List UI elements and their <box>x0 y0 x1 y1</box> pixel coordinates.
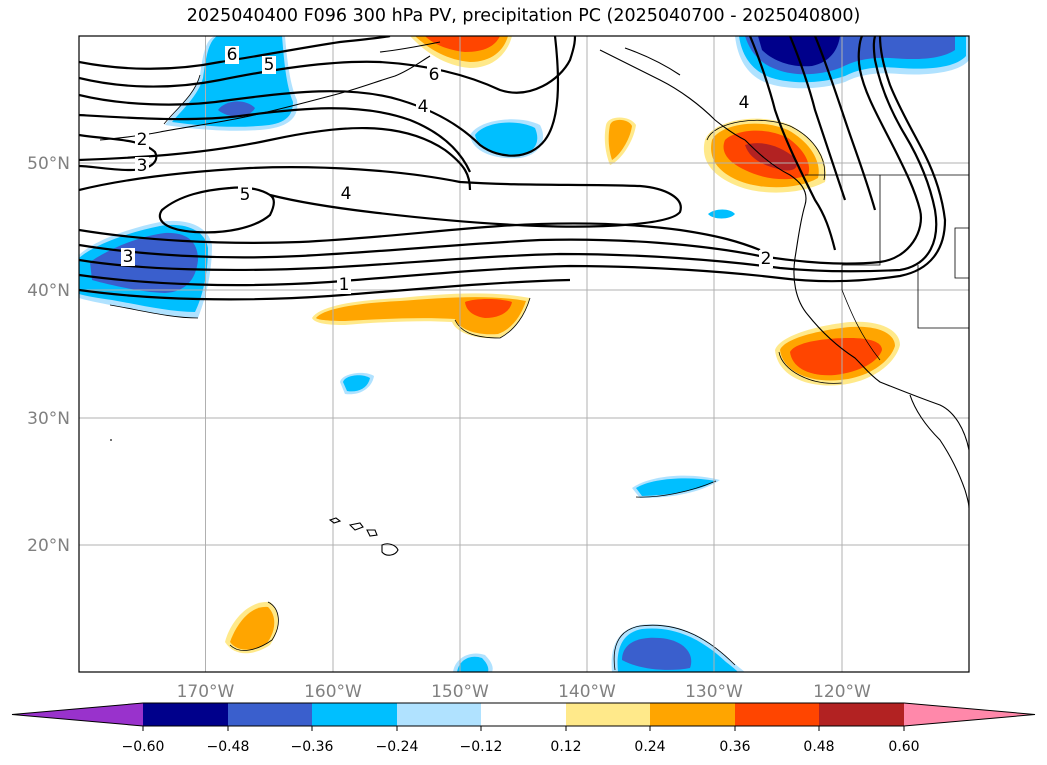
colorbar-tick-label: −0.24 <box>376 739 419 755</box>
pv-label: 4 <box>341 184 352 204</box>
colorbar-tick-label: 0.36 <box>719 739 750 755</box>
lat-label: 40°N <box>27 281 70 301</box>
political-borders <box>805 174 969 361</box>
pv-label: 3 <box>123 247 134 267</box>
colorbar-segment <box>312 703 397 726</box>
pv-label: 5 <box>240 185 251 205</box>
colorbar-tick-labels: −0.60 −0.48 −0.36 −0.24 −0.12 0.12 0.24 … <box>122 739 920 755</box>
colorbar-tick-label: 0.48 <box>803 739 834 755</box>
lon-label: 170°W <box>177 682 235 702</box>
longitude-labels: 170°W 160°W 150°W 140°W 130°W 120°W <box>177 682 871 702</box>
pv-label: 4 <box>418 97 429 117</box>
pv-contour-labels: 6 5 6 4 2 3 5 4 3 1 2 4 <box>121 45 773 295</box>
colorbar-segment <box>819 703 904 726</box>
lon-label: 120°W <box>813 682 871 702</box>
colorbar-tick-label: −0.60 <box>122 739 165 755</box>
pv-label: 1 <box>339 275 350 295</box>
lat-label: 20°N <box>27 536 70 556</box>
colorbar-segment <box>650 703 735 726</box>
precip-contour-edges <box>109 74 843 671</box>
coastlines <box>99 41 969 556</box>
pv-label: 2 <box>761 249 772 269</box>
colorbar-ticks <box>142 726 905 731</box>
colorbar-segment <box>566 703 650 726</box>
map-frame <box>78 35 970 673</box>
colorbar-segment <box>143 703 228 726</box>
lon-label: 160°W <box>304 682 362 702</box>
lat-label: 30°N <box>27 409 70 429</box>
colorbar-segment <box>228 703 312 726</box>
pv-label: 4 <box>739 93 750 113</box>
map-gridlines <box>79 36 969 672</box>
precip-positive-anomalies <box>225 36 900 654</box>
colorbar-tick-label: 0.60 <box>888 739 919 755</box>
colorbar-segment <box>397 703 481 726</box>
map-content: 6 5 6 4 2 3 5 4 3 1 2 4 <box>79 36 969 672</box>
colorbar-tick-label: −0.12 <box>460 739 503 755</box>
lat-label: 50°N <box>27 154 70 174</box>
pv-label: 6 <box>227 45 238 65</box>
colorbar-segment <box>735 703 819 726</box>
lon-label: 150°W <box>431 682 489 702</box>
colorbar-tick-label: 0.12 <box>550 739 581 755</box>
pv-label: 3 <box>137 156 148 176</box>
map-title: 2025040400 F096 300 hPa PV, precipitatio… <box>186 6 861 26</box>
lon-label: 130°W <box>685 682 743 702</box>
pv-label: 5 <box>264 55 275 75</box>
colorbar-extend-max <box>904 703 1035 726</box>
pv-label: 6 <box>429 65 440 85</box>
colorbar-segment <box>481 703 566 726</box>
pv-contours <box>79 36 947 301</box>
latitude-labels: 50°N 40°N 30°N 20°N <box>27 154 70 556</box>
colorbar-tick-label: −0.36 <box>291 739 334 755</box>
colorbar: −0.60 −0.48 −0.36 −0.24 −0.12 0.12 0.24 … <box>11 702 1036 755</box>
colorbar-extend-min <box>12 703 143 726</box>
lon-label: 140°W <box>558 682 616 702</box>
colorbar-tick-label: −0.48 <box>207 739 250 755</box>
pv-label: 2 <box>137 130 148 150</box>
colorbar-tick-label: 0.24 <box>634 739 665 755</box>
